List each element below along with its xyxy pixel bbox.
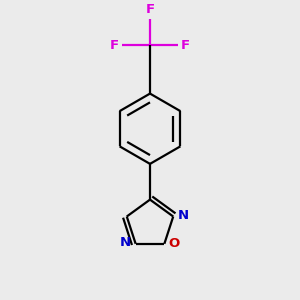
Text: N: N bbox=[120, 236, 131, 249]
Text: O: O bbox=[169, 237, 180, 250]
Text: N: N bbox=[178, 208, 189, 221]
Text: F: F bbox=[181, 39, 190, 52]
Text: F: F bbox=[146, 3, 154, 16]
Text: F: F bbox=[110, 39, 119, 52]
